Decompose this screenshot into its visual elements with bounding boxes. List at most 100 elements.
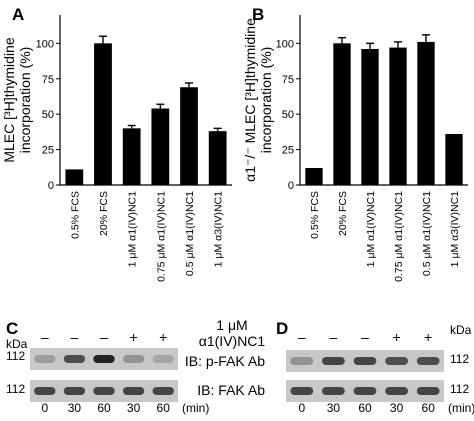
treatment-sign: – [71,329,79,345]
panel-b: B α1⁻/⁻ MLEC [³H]thymidine incorporation… [242,5,468,282]
band-top [290,357,314,365]
panel-b-ylabel-line1: α1⁻/⁻ MLEC [³H]thymidine [242,18,258,182]
bar [151,108,170,185]
band-bottom [353,387,377,395]
panel-c-marker-top: 112 [6,349,25,363]
x-category-label: 1 μM α3(IV)NC1 [213,191,225,267]
treatment-line2: α1(IV)NC1 [199,333,266,349]
bar [94,43,112,186]
time-unit: (min) [448,401,474,415]
treatment-sign: – [330,329,338,345]
panel-a: A MLEC [³H]thymidine incorporation (%) 0… [1,5,232,282]
band-top [353,357,377,365]
x-category-label: 1 μM α3(IV)NC1 [449,191,461,267]
treatment-line1: 1 μM [216,317,247,333]
y-tick-label: 75 [42,74,54,86]
ib-fak-label: IB: FAK Ab [197,382,265,398]
band-top [122,355,145,363]
time-label: 30 [68,401,82,415]
ib-pfak-label: IB: p-FAK Ab [185,353,265,369]
band-top [416,357,440,365]
panel-d-marker-top: 112 [450,352,469,366]
bar [445,134,463,185]
panel-c-blot: – 0 – 30 – 60 +30 +60 (min) [30,329,209,415]
treatment-sign: + [393,329,401,345]
band-bottom [122,387,145,395]
panel-b-ylabel-line2: incorporation (%) [258,47,274,154]
panel-c-letter: C [6,319,18,338]
x-category-label: 20% FCS [337,191,349,236]
time-label: 30 [390,401,404,415]
panel-b-letter: B [252,5,264,24]
bar [417,41,435,185]
bar [65,169,84,185]
y-tick-label: 100 [276,38,294,50]
time-label: 0 [298,401,305,415]
bar [389,47,407,186]
time-label: 30 [127,401,141,415]
band-bottom [416,387,440,395]
band-bottom [322,387,345,395]
band-bottom [63,387,86,395]
band-bottom [385,387,408,395]
x-category-label: 20% FCS [98,191,110,236]
time-label: 60 [97,401,111,415]
time-label: 0 [41,401,48,415]
panel-a-chart: 0 25 50 75 100 0.5% FCS 20% FCS 1 μM α1(IV)NC1 0… [36,15,232,282]
x-category-label: 0.5% FCS [309,191,321,239]
bar [305,168,323,185]
x-category-label: 0.5 μM α1(IV)NC1 [184,191,196,276]
panel-a-letter: A [12,5,24,24]
band-top [93,355,115,363]
time-label: 60 [358,401,372,415]
treatment-sign: – [100,329,108,345]
time-label: 60 [422,401,436,415]
panel-c-marker-bottom: 112 [6,382,25,396]
treatment-sign: – [361,329,369,345]
y-tick-label: 0 [48,180,54,192]
panel-d-blot: – 0 – 30 – 60 +30 +60 (min) [286,329,474,415]
band-top [63,355,86,363]
panel-a-ylabel-line1: MLEC [³H]thymidine [1,37,17,162]
band-bottom [93,387,115,395]
treatment-sign: + [130,329,138,345]
x-category-label: 0.5 μM α1(IV)NC1 [421,191,433,276]
bar [180,87,198,185]
x-category-label: 1 μM α1(IV)NC1 [127,191,139,267]
bar [122,128,141,185]
y-tick-label: 0 [288,180,294,192]
time-label: 60 [157,401,171,415]
panel-c: C kDa 112 112 IB: p-FAK Ab IB: FAK Ab – 0… [6,319,265,415]
treatment-sign: – [298,329,306,345]
y-tick-label: 75 [282,74,294,86]
panel-c-kda-label: kDa [6,337,28,351]
band-top [385,357,408,365]
y-tick-label: 25 [42,145,54,157]
y-tick-label: 50 [42,109,54,121]
y-tick-label: 50 [282,109,294,121]
treatment-sign: – [41,329,49,345]
x-category-label: 1 μM α1(IV)NC1 [365,191,377,267]
treatment-sign: + [159,329,167,345]
panel-d-marker-bottom: 112 [450,382,469,396]
time-unit: (min) [182,401,209,415]
bar [361,49,379,185]
panel-a-ylabel-line2: incorporation (%) [17,47,33,154]
bar [333,43,351,186]
y-tick-label: 100 [36,38,54,50]
panel-d: D kDa 112 112 – 0 – 30 – 60 +30 +60 (min) [276,319,474,415]
band-bottom [152,387,174,395]
x-category-label: 0.5% FCS [69,191,81,239]
bar [208,131,227,185]
band-bottom [34,387,56,395]
panel-b-chart: 0 25 50 75 100 0.5% FCS 20% FCS 1 μM α1(IV)NC1 0… [276,15,468,282]
time-label: 30 [327,401,341,415]
band-top [152,355,174,363]
band-bottom [290,387,314,395]
y-tick-label: 25 [282,145,294,157]
band-top [322,357,345,365]
treatment-sign: + [424,329,432,345]
panel-d-kda-label: kDa [450,323,472,337]
band-top [34,355,56,363]
